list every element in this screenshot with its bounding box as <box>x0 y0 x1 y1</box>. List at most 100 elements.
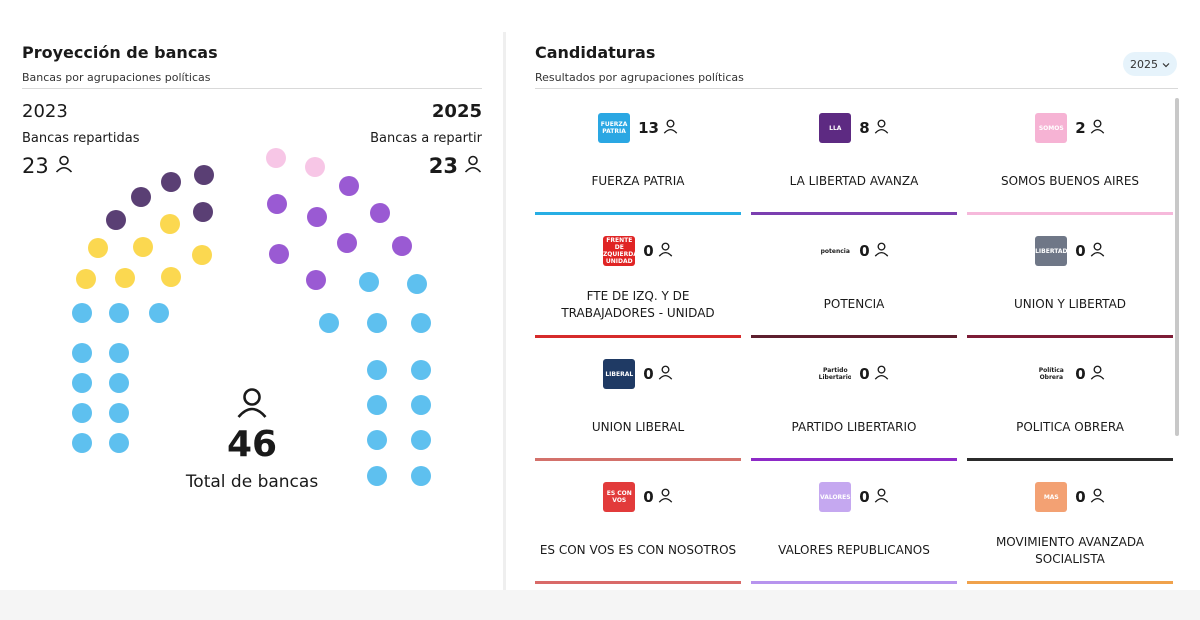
party-color-bar <box>535 212 741 215</box>
party-seat-value: 8 <box>859 119 870 137</box>
total-person-icon <box>236 388 268 422</box>
seat-dot <box>161 172 181 192</box>
footer-strip <box>0 590 1200 620</box>
person-icon <box>464 154 482 178</box>
party-seat-count: 8 <box>859 119 888 138</box>
seat-dot <box>337 233 357 253</box>
party-name: ES CON VOS ES CON NOSOTROS <box>539 543 737 557</box>
seat-dot <box>115 268 135 288</box>
label-next: Bancas a repartir <box>370 131 482 146</box>
seat-dot <box>306 270 326 290</box>
person-icon <box>55 154 73 178</box>
party-seat-count: 0 <box>643 242 672 261</box>
party-card[interactable]: FUERZA PATRIA 13 FUERZA PATRIA <box>535 95 741 215</box>
party-name: FTE DE IZQ. Y DE TRABAJADORES - UNIDAD <box>561 289 715 320</box>
party-logo: FUERZA PATRIA <box>598 113 631 143</box>
seat-dot <box>370 203 390 223</box>
seat-dot <box>359 272 379 292</box>
party-color-bar <box>751 212 957 215</box>
total-seats-label: Total de bancas <box>185 472 319 492</box>
party-seat-count: 0 <box>643 488 672 507</box>
person-icon <box>874 365 889 384</box>
party-name: FUERZA PATRIA <box>591 174 685 188</box>
count-next: 23 <box>429 154 482 178</box>
count-next-value: 23 <box>428 154 458 178</box>
year-select[interactable]: 2025 <box>1123 52 1177 76</box>
party-logo: Política Obrera <box>1035 359 1068 389</box>
seat-dot <box>194 165 214 185</box>
party-card-header: LIBERAL 0 <box>535 359 741 389</box>
party-card[interactable]: FRENTE DE IZQUIERDA UNIDAD 0 FTE DE IZQ. Y… <box>535 218 741 338</box>
seat-dot <box>72 303 92 323</box>
party-card[interactable]: VALORES 0 VALORES REPUBLICANOS <box>751 464 957 584</box>
party-card-header: FRENTE DE IZQUIERDA UNIDAD 0 <box>535 236 741 266</box>
party-logo: Partido Libertario <box>819 359 852 389</box>
person-icon <box>1090 242 1105 261</box>
party-seat-value: 0 <box>859 242 870 260</box>
party-seat-count: 0 <box>1075 365 1104 384</box>
party-seat-value: 0 <box>1075 242 1086 260</box>
party-card[interactable]: MAS 0 MOVIMIENTO AVANZADA SOCIALISTA <box>967 464 1173 584</box>
party-logo: FRENTE DE IZQUIERDA UNIDAD <box>603 236 636 266</box>
party-card-header: potencia 0 <box>751 236 957 266</box>
seat-dot <box>266 148 286 168</box>
party-name: MOVIMIENTO AVANZADA SOCIALISTA <box>995 535 1145 566</box>
party-color-bar <box>751 581 957 584</box>
person-icon <box>1090 119 1105 138</box>
person-icon <box>658 365 673 384</box>
seat-dot <box>305 157 325 177</box>
label-prev: Bancas repartidas <box>22 131 140 146</box>
scrollbar[interactable] <box>1175 98 1179 436</box>
party-logo: LLA <box>819 113 852 143</box>
party-card-header: LLA 8 <box>751 113 957 143</box>
seat-dot <box>367 360 387 380</box>
party-seat-value: 0 <box>643 488 654 506</box>
panel-title: Proyección de bancas <box>22 43 218 62</box>
seat-dot <box>339 176 359 196</box>
party-card[interactable]: Política Obrera 0 POLITICA OBRERA <box>967 341 1173 461</box>
seat-dot <box>407 274 427 294</box>
year-next: 2025 <box>431 101 482 122</box>
party-card[interactable]: ES CON VOS 0 ES CON VOS ES CON NOSOTROS <box>535 464 741 584</box>
party-card[interactable]: Partido Libertario 0 PARTIDO LIBERTARIO <box>751 341 957 461</box>
party-seat-count: 2 <box>1075 119 1104 138</box>
year-prev: 2023 <box>22 101 68 122</box>
party-card-header: SOMOS 2 <box>967 113 1173 143</box>
party-card[interactable]: LLA 8 LA LIBERTAD AVANZA <box>751 95 957 215</box>
seat-dot <box>88 238 108 258</box>
party-color-bar <box>967 335 1173 338</box>
chevron-down-icon <box>1162 58 1170 71</box>
party-name: POLITICA OBRERA <box>1016 420 1124 434</box>
person-icon <box>658 488 673 507</box>
party-logo: LIBERTAD <box>1035 236 1068 266</box>
seat-dot <box>131 187 151 207</box>
party-card-header: VALORES 0 <box>751 482 957 512</box>
seat-dot <box>269 244 289 264</box>
party-seat-count: 0 <box>643 365 672 384</box>
party-seat-value: 2 <box>1075 119 1086 137</box>
party-logo: ES CON VOS <box>603 482 636 512</box>
seat-dot <box>411 395 431 415</box>
party-name: VALORES REPUBLICANOS <box>778 543 930 557</box>
person-icon <box>874 242 889 261</box>
seat-dot <box>72 343 92 363</box>
seat-dot <box>109 433 129 453</box>
person-icon <box>874 488 889 507</box>
person-icon <box>1090 365 1105 384</box>
party-seat-value: 0 <box>859 365 870 383</box>
seat-dot <box>319 313 339 333</box>
seat-dot <box>133 237 153 257</box>
party-seat-count: 0 <box>859 365 888 384</box>
party-card[interactable]: potencia 0 POTENCIA <box>751 218 957 338</box>
party-card[interactable]: SOMOS 2 SOMOS BUENOS AIRES <box>967 95 1173 215</box>
party-seat-value: 0 <box>643 242 654 260</box>
party-card[interactable]: LIBERTAD 0 UNION Y LIBERTAD <box>967 218 1173 338</box>
parliament-seat-chart <box>72 148 431 486</box>
party-seat-count: 0 <box>859 488 888 507</box>
party-color-bar <box>967 458 1173 461</box>
candidates-panel: Candidaturas Resultados por agrupaciones… <box>507 0 1200 590</box>
party-color-bar <box>967 212 1173 215</box>
party-card[interactable]: LIBERAL 0 UNION LIBERAL <box>535 341 741 461</box>
party-card-header: LIBERTAD 0 <box>967 236 1173 266</box>
